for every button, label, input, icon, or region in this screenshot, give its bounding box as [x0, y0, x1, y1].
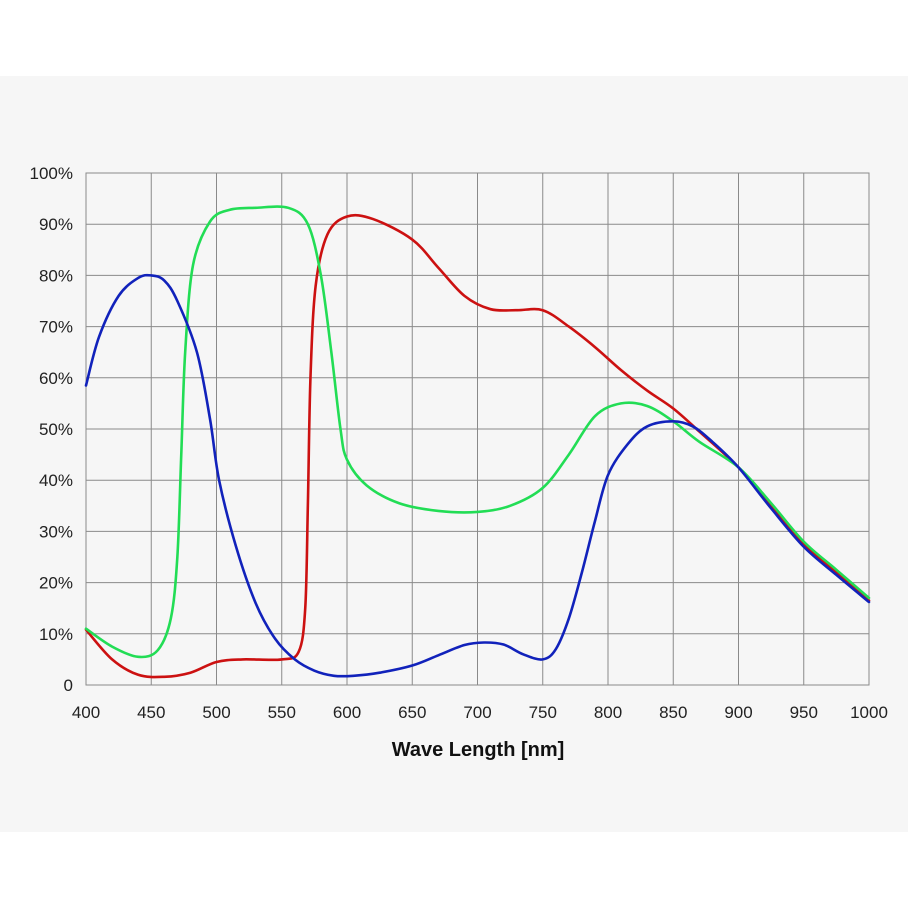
grid: [85, 172, 870, 686]
x-tick-label: 650: [398, 703, 426, 722]
y-axis-tick-labels: 0 10% 20% 30% 40% 50% 60% 70% 80% 90% 100%: [30, 164, 73, 695]
x-tick-label: 750: [529, 703, 557, 722]
y-tick-label: 20%: [39, 574, 73, 593]
x-tick-label: 900: [724, 703, 752, 722]
y-tick-label: 40%: [39, 471, 73, 490]
y-tick-label: 80%: [39, 266, 73, 285]
x-tick-label: 850: [659, 703, 687, 722]
x-tick-label: 450: [137, 703, 165, 722]
x-tick-label: 600: [333, 703, 361, 722]
x-tick-label: 500: [202, 703, 230, 722]
series-line-green: [84, 205, 871, 659]
x-tick-label: 800: [594, 703, 622, 722]
x-tick-label: 550: [268, 703, 296, 722]
x-axis-title: Wave Length [nm]: [392, 739, 565, 761]
x-tick-label: 1000: [850, 703, 888, 722]
y-tick-label: 30%: [39, 522, 73, 541]
y-tick-label: 60%: [39, 369, 73, 388]
plot-frame: [85, 172, 870, 686]
x-axis-tick-labels: 400 450 500 550 600 650 700 750 800 850 900 950 1000: [72, 703, 888, 722]
x-tick-label: 950: [790, 703, 818, 722]
series-lines: [84, 205, 871, 679]
y-tick-label: 90%: [39, 215, 73, 234]
y-tick-label: 0: [64, 676, 73, 695]
y-tick-label: 10%: [39, 625, 73, 644]
series-line-red: [84, 213, 871, 679]
series-line-blue: [84, 273, 871, 678]
x-tick-label: 400: [72, 703, 100, 722]
y-tick-label: 70%: [39, 318, 73, 337]
y-tick-label: 50%: [39, 420, 73, 439]
x-tick-label: 700: [463, 703, 491, 722]
y-tick-label: 100%: [30, 164, 73, 183]
